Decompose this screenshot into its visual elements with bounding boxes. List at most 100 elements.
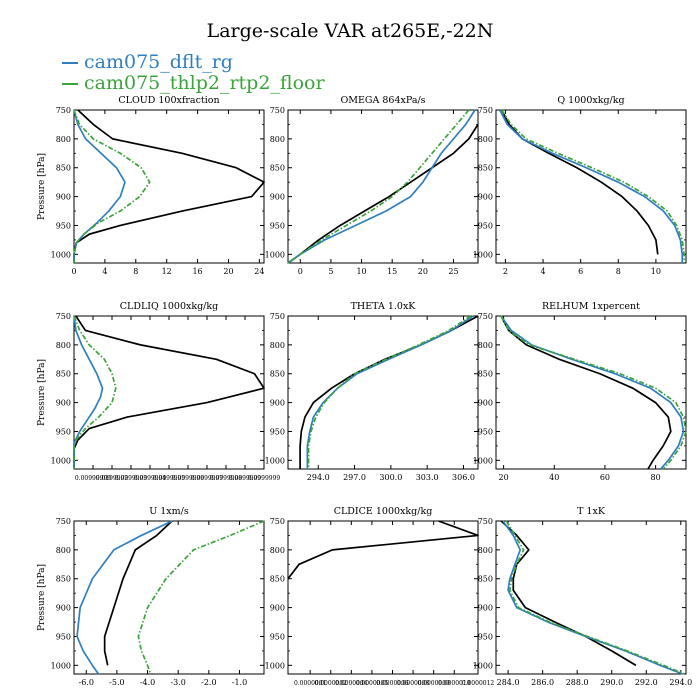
x-tick-label: 288.0 <box>566 678 589 687</box>
plot-frame <box>287 315 479 470</box>
y-tick-label: 1000 <box>265 250 285 259</box>
legend-swatch-floor <box>62 82 78 85</box>
panel-7: CLDICE 1000xkg/kg 750 800 850 900 950 1000 0.00… <box>265 506 495 687</box>
x-tick-label: 0.0000004 <box>335 680 368 687</box>
series-line-ref <box>500 315 672 470</box>
plot-frame <box>73 315 265 470</box>
series-line-floor <box>307 315 472 469</box>
y-tick-label: 850 <box>56 164 71 173</box>
panel-title: CLOUD 100xfraction <box>118 95 219 106</box>
y-tick-label: 750 <box>478 517 493 526</box>
y-tick-label: 850 <box>270 370 285 379</box>
y-tick-label: 900 <box>478 193 493 202</box>
y-tick-label: 950 <box>56 221 71 230</box>
plot-frame <box>495 520 687 675</box>
legend-entry-floor: cam075_thlp2_rtp2_floor <box>62 73 325 94</box>
x-tick-label: -3.0 <box>170 678 185 687</box>
x-tick-label: 6 <box>578 267 583 276</box>
y-tick-label: 1000 <box>265 456 285 465</box>
x-tick-label: 0.0399999 <box>134 475 167 482</box>
plot-frame <box>495 315 687 470</box>
y-tick-label: 950 <box>478 221 493 230</box>
x-tick-label: 12 <box>162 267 172 276</box>
x-tick-label: 60 <box>600 473 610 482</box>
plot-frame <box>287 109 479 264</box>
panel-title: RELHUM 1xpercent <box>542 301 640 312</box>
y-tick-label: 800 <box>56 135 71 144</box>
x-tick-label: 0 <box>71 267 76 276</box>
x-tick-label: 294.0 <box>669 678 692 687</box>
legend-entry-dflt: cam075_dflt_rg <box>62 52 325 73</box>
x-tick-label: -5.0 <box>109 678 124 687</box>
y-tick-label: 900 <box>478 399 493 408</box>
panel-5: RELHUM 1xpercent 750 800 850 900 950 1000 20 40 6… <box>473 301 687 482</box>
y-tick-label: 1000 <box>473 250 493 259</box>
x-tick-label: 80 <box>651 473 661 482</box>
series-line-dflt <box>502 520 683 675</box>
y-tick-label: 900 <box>56 193 71 202</box>
x-tick-label: 297.0 <box>343 473 366 482</box>
y-tick-label: 800 <box>56 546 71 555</box>
x-tick-label: 0.0699999 <box>191 475 224 482</box>
x-tick-label: 0.0000005 <box>356 680 389 687</box>
y-tick-label: 950 <box>478 427 493 436</box>
x-tick-label: 286.0 <box>531 678 554 687</box>
series-line-ref <box>103 520 173 666</box>
x-tick-label: 303.0 <box>416 473 439 482</box>
y-tick-label: 850 <box>478 575 493 584</box>
x-tick-label: 0.0199999 <box>96 475 129 482</box>
x-tick-label: 0 <box>298 267 303 276</box>
y-tick-label: 850 <box>270 164 285 173</box>
plot-frame <box>495 109 687 264</box>
series-line-ref <box>287 123 479 264</box>
y-tick-label: 1000 <box>265 661 285 670</box>
series-line-floor <box>73 315 117 469</box>
y-tick-label: 950 <box>56 632 71 641</box>
x-tick-label: 5 <box>328 267 333 276</box>
x-tick-label: 4 <box>102 267 107 276</box>
y-tick-label: 1000 <box>473 456 493 465</box>
y-tick-label: 900 <box>478 604 493 613</box>
x-tick-label: -1.0 <box>232 678 247 687</box>
panel-title: Q 1000xkg/kg <box>557 95 624 106</box>
x-tick-label: 294.0 <box>307 473 330 482</box>
series-line-floor <box>500 109 685 263</box>
panel-title: OMEGA 864xPa/s <box>340 95 425 106</box>
panel-title: T 1xK <box>577 506 606 517</box>
panel-6: U 1xm/s 750 800 850 900 950 1000 Pressure [hPa]… <box>37 506 265 687</box>
x-tick-label: 0.0499999 <box>153 475 186 482</box>
x-tick-label: 0.0000006 <box>376 680 409 687</box>
y-axis-label: Pressure [hPa] <box>37 153 47 220</box>
y-tick-label: 1000 <box>473 661 493 670</box>
x-tick-label: 40 <box>549 473 559 482</box>
y-tick-label: 750 <box>56 312 71 321</box>
x-tick-label: 300.0 <box>379 473 402 482</box>
series-line-dflt <box>500 315 685 470</box>
y-tick-label: 900 <box>56 399 71 408</box>
y-tick-label: 950 <box>270 221 285 230</box>
x-tick-label: 0.0000008 <box>397 680 430 687</box>
x-tick-label: 0.0000009 <box>417 680 450 687</box>
x-tick-label: 15 <box>387 267 397 276</box>
series-line-ref <box>500 520 637 667</box>
x-tick-label: 2 <box>503 267 508 276</box>
legend: cam075_dflt_rg cam075_thlp2_rtp2_floor <box>62 52 325 94</box>
x-tick-label: 0.0999999 <box>248 475 281 482</box>
y-tick-label: 900 <box>270 193 285 202</box>
y-tick-label: 950 <box>478 632 493 641</box>
y-tick-label: 1000 <box>51 250 71 259</box>
series-line-dflt <box>76 520 173 675</box>
x-tick-label: 0.0000001 <box>294 680 326 687</box>
series-line-dflt <box>73 109 126 263</box>
x-tick-label: 8 <box>133 267 138 276</box>
y-tick-label: 800 <box>56 341 71 350</box>
x-tick-label: 0.0799999 <box>210 475 243 482</box>
series-line-dflt <box>306 315 474 469</box>
x-tick-label: 0.0899999 <box>229 475 262 482</box>
series-line-ref <box>500 109 659 255</box>
x-tick-label: 16 <box>192 267 202 276</box>
x-tick-label: 0.0299999 <box>115 475 148 482</box>
x-tick-label: 292.0 <box>635 678 658 687</box>
panel-title: THETA 1.0xK <box>351 301 417 312</box>
plot-frame <box>73 520 265 675</box>
